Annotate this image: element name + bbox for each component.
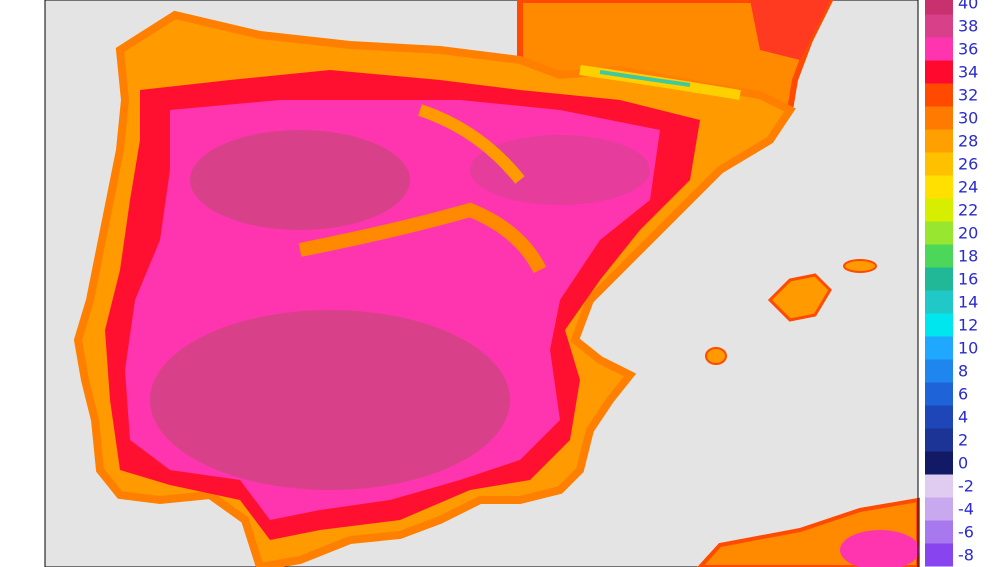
legend-label: -8 [958, 546, 974, 565]
legend-label: 40 [958, 0, 978, 13]
legend-swatch [925, 175, 953, 199]
legend-swatch [925, 14, 953, 38]
iberian-range [418, 104, 525, 184]
legend-swatch [925, 520, 953, 544]
legend-label: -4 [958, 500, 974, 519]
legend-swatch [925, 0, 953, 15]
legend-label: 22 [958, 201, 978, 220]
legend-label: 4 [958, 408, 968, 427]
legend-swatch [925, 129, 953, 153]
legend-swatch [925, 382, 953, 406]
legend-label: -6 [958, 523, 974, 542]
legend-label: 34 [958, 63, 978, 82]
ibiza [705, 347, 727, 365]
legend-label: 28 [958, 132, 978, 151]
legend-swatch [925, 198, 953, 222]
legend-label: 0 [958, 454, 968, 473]
legend-label: 12 [958, 316, 978, 335]
menorca [843, 259, 877, 273]
legend-label: 32 [958, 86, 978, 105]
legend-label: 30 [958, 109, 978, 128]
legend-swatch [925, 474, 953, 498]
legend-label: 36 [958, 40, 978, 59]
legend-label: -2 [958, 477, 974, 496]
northern-plateau [190, 130, 410, 230]
mallorca [767, 273, 832, 322]
southern-plateau [150, 310, 510, 490]
legend-swatch [925, 106, 953, 130]
legend-swatch [925, 313, 953, 337]
legend-swatch [925, 83, 953, 107]
legend-label: 18 [958, 247, 978, 266]
legend: 4038363432302826242220181614121086420-2-… [925, 0, 978, 567]
legend-label: 8 [958, 362, 968, 381]
legend-label: 10 [958, 339, 978, 358]
legend-swatch [925, 290, 953, 314]
pyrenees-peaks [599, 70, 691, 87]
legend-swatch [925, 152, 953, 176]
legend-label: 14 [958, 293, 978, 312]
legend-swatch [925, 60, 953, 84]
legend-label: 2 [958, 431, 968, 450]
africa-heat [840, 530, 920, 567]
central-range [298, 202, 547, 274]
legend-label: 24 [958, 178, 978, 197]
legend-swatch [925, 451, 953, 475]
legend-swatch [925, 336, 953, 360]
legend-label: 38 [958, 17, 978, 36]
legend-label: 16 [958, 270, 978, 289]
legend-label: 20 [958, 224, 978, 243]
legend-label: 26 [958, 155, 978, 174]
legend-swatch [925, 497, 953, 521]
ebro-valley [470, 135, 650, 205]
legend-swatch [925, 221, 953, 245]
legend-swatch [925, 267, 953, 291]
legend-swatch [925, 405, 953, 429]
legend-swatch [925, 359, 953, 383]
legend-label: 6 [958, 385, 968, 404]
legend-swatch [925, 244, 953, 268]
legend-swatch [925, 428, 953, 452]
legend-swatch [925, 37, 953, 61]
france-warm [750, 0, 830, 60]
legend-swatch [925, 543, 953, 567]
